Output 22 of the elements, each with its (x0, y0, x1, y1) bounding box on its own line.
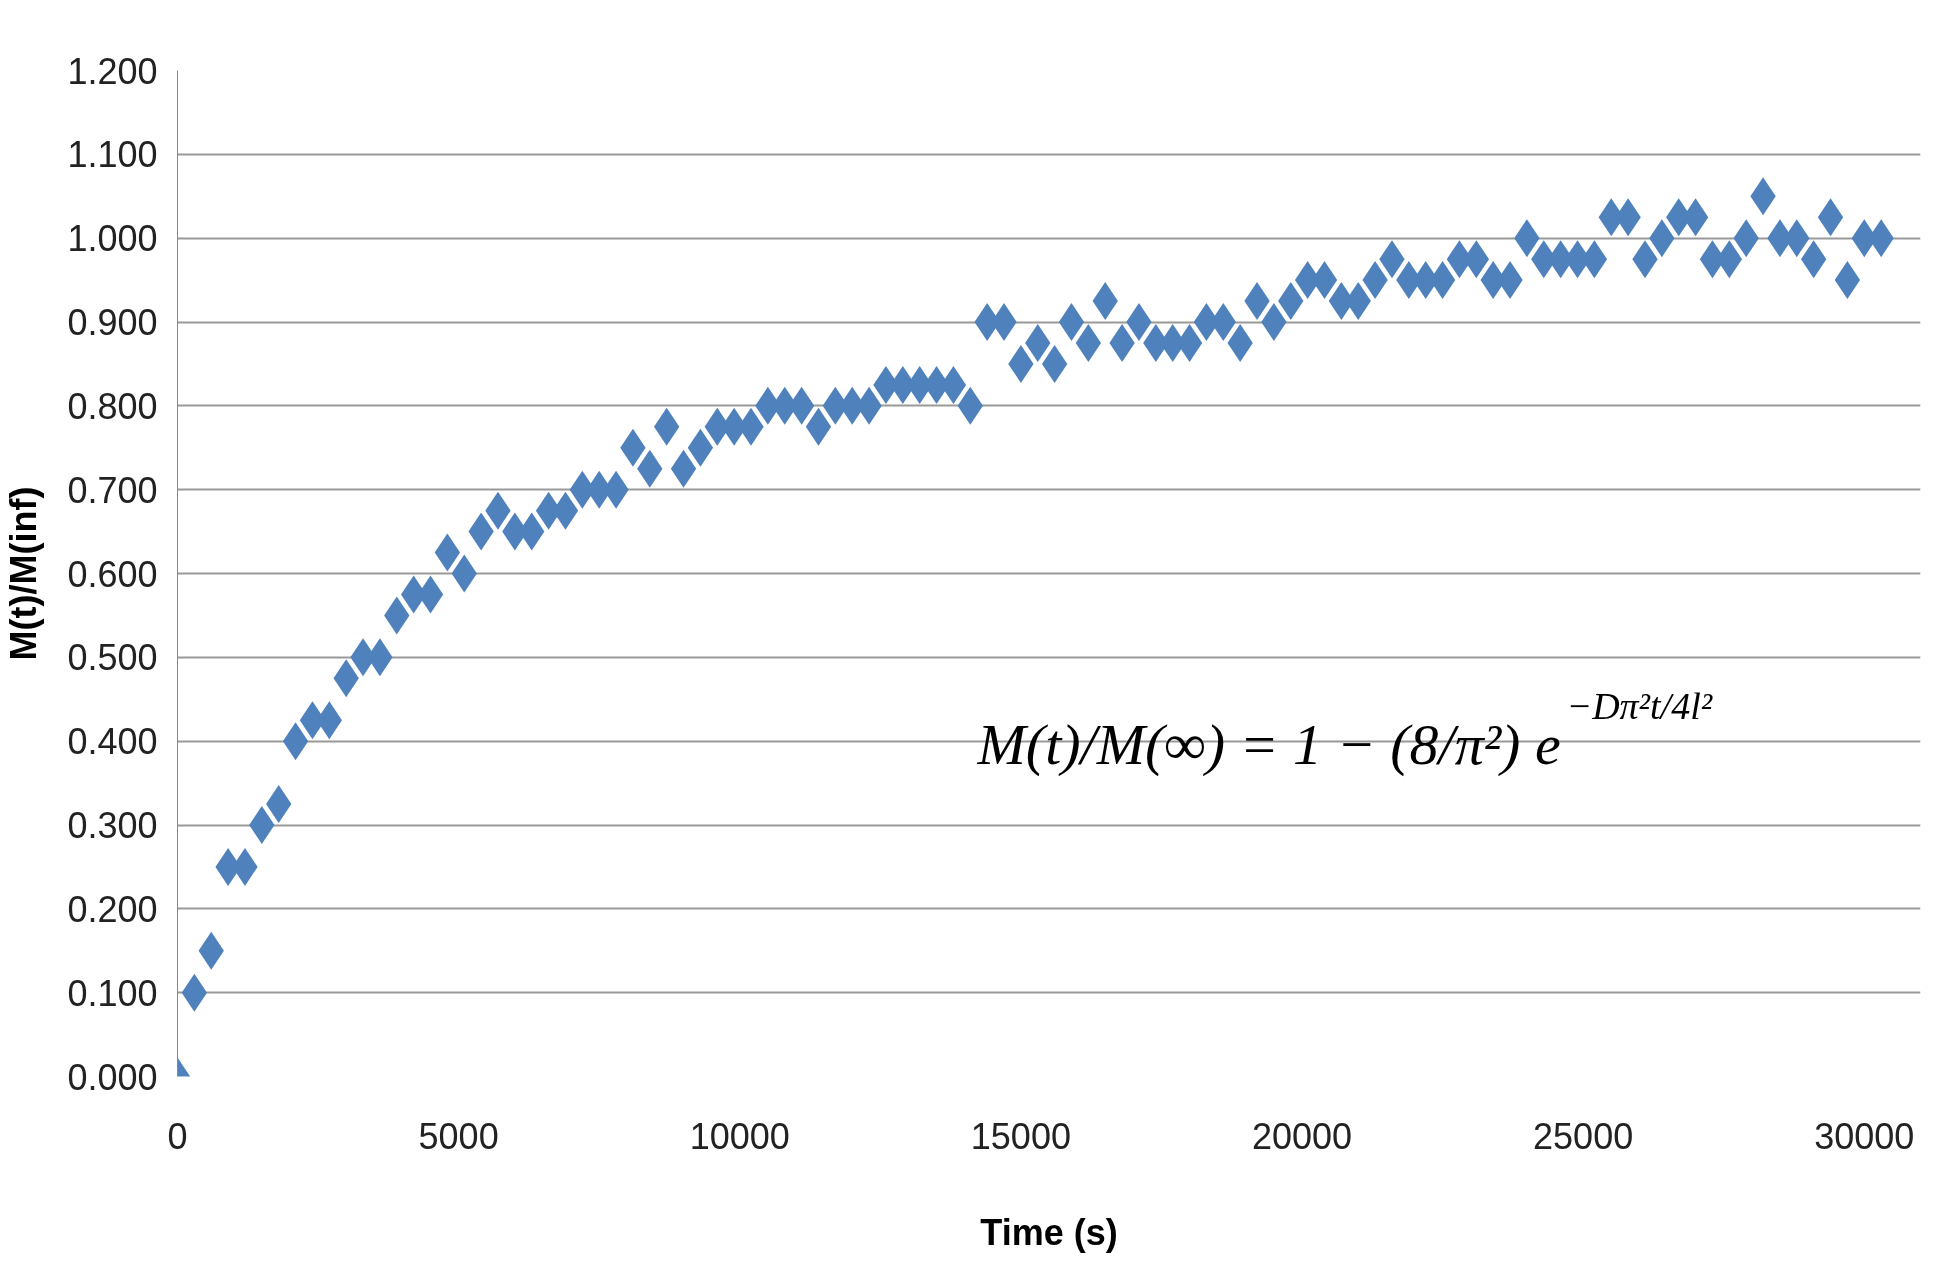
y-tick-label: 0.500 (67, 637, 158, 679)
x-tick-label: 15000 (970, 1115, 1071, 1157)
y-tick-label: 0.000 (67, 1056, 158, 1098)
x-tick-label: 25000 (1533, 1115, 1634, 1157)
x-tick-label: 0 (167, 1115, 188, 1157)
y-tick-label: 1.100 (67, 134, 158, 176)
y-tick-label: 0.200 (67, 888, 158, 930)
x-tick-label: 10000 (689, 1115, 790, 1157)
y-tick-label: 0.100 (67, 972, 158, 1014)
y-axis-title: M(t)/M(inf) (3, 486, 45, 661)
y-tick-label: 0.300 (67, 805, 158, 846)
y-tick-label: 1.000 (67, 218, 158, 260)
x-axis-title: Time (s) (980, 1211, 1118, 1253)
y-tick-label: 0.600 (67, 553, 158, 595)
y-tick-label: 1.200 (67, 50, 158, 92)
x-tick-label: 30000 (1814, 1115, 1915, 1157)
y-tick-label: 0.800 (67, 385, 158, 427)
y-tick-label: 0.900 (67, 302, 158, 343)
x-tick-label: 20000 (1251, 1115, 1353, 1157)
x-tick-label: 5000 (418, 1115, 499, 1157)
y-tick-label: 0.700 (67, 469, 158, 511)
y-tick-label: 0.400 (67, 721, 158, 763)
